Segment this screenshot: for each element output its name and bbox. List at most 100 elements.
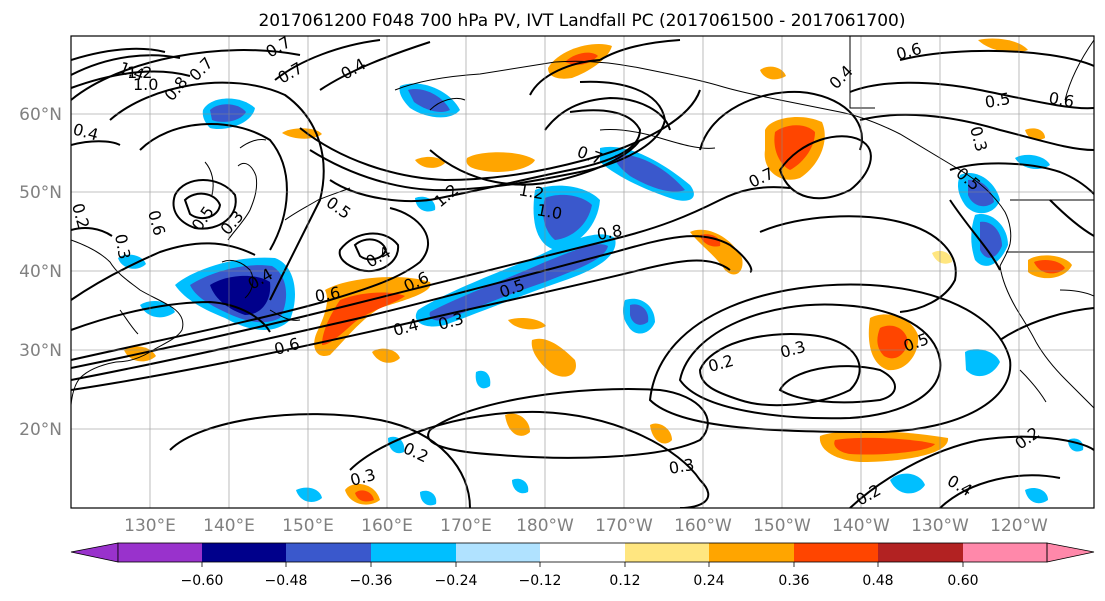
map-panel: 1.4 1.2 1.0 0.8 0.7 0.4 0.7 0.4 0.2 0.3 … — [68, 35, 1095, 509]
ivt-contour — [71, 54, 181, 76]
colorbar-tick-label: −0.60 — [181, 573, 224, 589]
coastline — [284, 187, 351, 221]
contour-label: 0.2 — [68, 201, 93, 231]
lon-label: 150°E — [282, 516, 334, 536]
ivt-contour — [939, 474, 1061, 508]
pv-anomaly-region — [355, 490, 374, 502]
ivt-contour — [849, 435, 1094, 508]
ivt-contour — [71, 300, 271, 333]
colorbar-segment — [794, 543, 878, 562]
colorbar-tick-label: −0.36 — [350, 573, 393, 589]
pv-anomaly-region — [388, 436, 405, 454]
contour-label: 1.0 — [535, 200, 563, 223]
colorbar-tick-label: −0.12 — [519, 573, 562, 589]
ivt-contour — [849, 81, 1094, 110]
contour-label: 1.0 — [133, 75, 158, 94]
coastline — [429, 97, 466, 111]
pv-anomaly-region — [965, 349, 1000, 377]
ivt-contour — [299, 89, 701, 182]
contour-label: 1.2 — [517, 180, 545, 203]
colorbar-outline — [117, 542, 1048, 563]
ivt-contour — [172, 179, 237, 230]
lon-label: 140°E — [203, 516, 255, 536]
ivt-contour — [949, 162, 1094, 195]
coastline — [1059, 289, 1094, 297]
ivt-contour — [778, 365, 896, 404]
ivt-contour — [71, 207, 430, 361]
colorbar-segment — [540, 543, 625, 562]
colorbar-segment — [371, 543, 456, 562]
ivt-contour — [529, 59, 601, 96]
coastline — [71, 239, 184, 331]
pv-anomaly-region — [475, 370, 491, 389]
colorbar-segment — [456, 543, 540, 562]
lon-label: 130°E — [124, 516, 176, 536]
contour-label: 0.5 — [983, 89, 1011, 112]
pv-anomaly-region — [210, 104, 246, 122]
pv-anomaly-region — [415, 156, 445, 168]
lon-label: 170°W — [595, 516, 653, 536]
ivt-contour — [169, 413, 471, 508]
ivt-contour — [698, 333, 861, 407]
colorbar-tick-label: 0.12 — [609, 573, 640, 589]
pv-anomaly-region — [512, 478, 529, 494]
lon-label: 160°W — [674, 516, 732, 536]
pv-anomaly-region — [630, 304, 649, 325]
colorbar-segment — [709, 543, 794, 562]
coastlines — [71, 36, 1094, 409]
ivt-contour — [859, 113, 1094, 151]
colorbar-segment — [202, 543, 286, 562]
pv-anomaly-region — [978, 38, 1028, 53]
ivt-contour — [309, 80, 667, 192]
pv-anomaly-region — [429, 244, 608, 321]
pv-anomaly-region — [650, 423, 672, 444]
gridlines — [71, 36, 1094, 508]
pv-anomaly-region — [322, 292, 405, 345]
longitude-labels: 130°E 140°E 150°E 160°E 170°E 180°W 170°… — [124, 516, 1048, 536]
coastline — [394, 60, 1012, 267]
ivt-contours — [71, 39, 1094, 508]
coastline — [1035, 341, 1094, 409]
contour-label: 1.2 — [127, 63, 152, 82]
ivt-contour — [599, 39, 681, 61]
pv-anomaly-region — [210, 275, 271, 315]
colorbar-extend-high — [1046, 542, 1095, 563]
pv-anomaly-region — [408, 89, 450, 113]
lat-label: 40°N — [19, 262, 62, 282]
ivt-contour — [349, 410, 710, 508]
ivt-contour — [71, 242, 256, 301]
pv-anomaly-region — [1034, 260, 1065, 274]
lon-label: 140°W — [832, 516, 890, 536]
contour-label: 0.8 — [595, 221, 623, 244]
ivt-contour — [71, 259, 731, 391]
coastline — [999, 265, 1037, 343]
ivt-contour — [71, 227, 113, 237]
coastline — [221, 259, 254, 299]
contour-label: 0.3 — [111, 232, 134, 260]
pv-anomaly-region — [543, 194, 592, 240]
map-frame — [70, 35, 1095, 509]
pv-anomaly-region — [508, 318, 546, 330]
colorbar-tick-label: 0.60 — [947, 573, 978, 589]
pv-anomaly-region — [420, 490, 437, 506]
pv-anomaly-region — [774, 125, 815, 170]
pv-anomaly-region — [296, 487, 322, 502]
colorbar-tick-label: −0.48 — [265, 573, 308, 589]
lat-label: 50°N — [19, 183, 62, 203]
ivt-contour — [1049, 199, 1094, 237]
ivt-contour — [139, 123, 288, 251]
ivt-contour — [319, 41, 431, 91]
latitude-labels: 60°N 50°N 40°N 30°N 20°N — [19, 105, 62, 440]
ivt-contour — [71, 140, 121, 146]
ivt-contour — [778, 135, 872, 200]
pv-anomaly-region — [968, 179, 994, 207]
ivt-contour — [183, 192, 222, 220]
ivt-contour — [699, 90, 863, 151]
colorbar-tick-label: 0.36 — [778, 573, 809, 589]
ivt-contour — [999, 307, 1094, 341]
pv-anomaly-region — [372, 348, 400, 363]
lon-label: 120°W — [990, 516, 1048, 536]
ivt-contour — [949, 199, 1001, 271]
coastline — [71, 329, 183, 406]
